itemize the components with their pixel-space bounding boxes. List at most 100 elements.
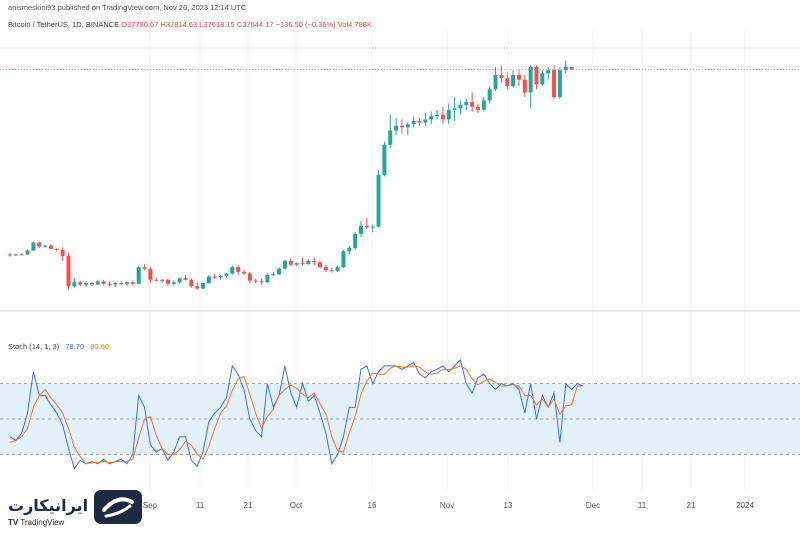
candle-28 [171,280,176,286]
candle-body [552,70,557,98]
candle-body [435,114,440,117]
ohlc-low: L37618.15 [199,20,235,29]
candle-60 [359,221,363,237]
candle-3 [25,249,30,255]
x-tick-label-5: Nov [440,501,454,510]
candle-body [148,268,153,280]
candle-20 [125,281,129,287]
candle-body [323,267,328,271]
candle-body [142,267,147,269]
candle-body [429,116,434,120]
stoch-k-value: 78.70 [65,342,85,351]
candle-body [119,283,124,284]
candle-56 [335,265,340,272]
tv-icon: TV [8,518,19,527]
logo-text: ایرانیکارت [8,496,89,515]
candle-40 [242,269,246,276]
candle-body [165,279,170,284]
candle-body [195,286,200,289]
candle-body [405,124,410,128]
candlestick-series [8,60,574,291]
candle-36 [218,275,223,280]
candle-42 [253,278,258,283]
candle-body [452,108,457,110]
candle-64 [382,141,387,177]
candle-body [171,282,176,284]
candle-body [306,260,311,264]
x-axis-labels: Sep 11 21 Oct 16 Nov 13 Dec 11 21 2024 [143,501,755,510]
candle-78 [464,98,469,110]
candle-1 [13,253,18,256]
candle-body [282,260,287,269]
stoch-band [0,383,800,455]
candle-body [107,283,112,285]
candle-body [54,248,59,250]
candle-7 [48,244,53,250]
candle-body [294,263,299,265]
candle-87 [516,70,521,87]
candle-body [353,233,358,249]
candle-79 [470,92,475,112]
candle-body [399,125,404,128]
candle-body [347,248,352,252]
candle-body [458,105,463,109]
candle-25 [154,277,159,282]
ohlc-open: O37780.67 [121,20,159,29]
stoch-lines [9,359,584,470]
candle-body [382,144,387,175]
candle-body [236,267,241,272]
candle-16 [101,279,106,286]
candle-38 [230,265,235,276]
candle-body [487,89,492,101]
x-tick-label-6: 13 [504,501,513,510]
candle-22 [136,265,141,285]
candle-body [13,254,18,256]
candle-67 [399,119,404,134]
candle-body [481,100,486,110]
x-tick-label-10: 2024 [736,501,754,510]
candle-94 [557,67,562,99]
candle-45 [271,271,276,277]
candle-body [125,282,129,284]
candle-57 [341,249,346,268]
candle-body [154,279,159,281]
candle-body [522,79,527,93]
candle-86 [511,70,516,88]
candle-body [505,78,510,87]
symbol-name: Bitcoin / TetherUS, 1D, BINANCE [8,20,120,29]
tradingview-logo: TV TradingView [8,518,64,527]
candle-body [329,270,334,272]
candle-body [8,254,12,256]
candle-27 [165,279,170,286]
candle-body [48,245,53,249]
candle-body [136,267,141,284]
candle-4 [31,241,36,252]
candle-body [218,275,223,278]
candle-23 [142,263,147,271]
candle-8 [54,248,59,252]
candle-body [341,251,346,268]
candle-77 [458,100,463,115]
stoch-name: Stoch (14, 1, 3) [8,342,60,351]
candle-83 [493,67,498,91]
candle-29 [177,277,182,284]
x-tick-label-9: 21 [687,501,696,510]
candle-9 [60,247,65,261]
candle-body [89,283,94,285]
candle-71 [423,113,428,126]
candle-11 [72,278,77,288]
candle-5 [37,241,42,249]
candle-33 [201,282,206,290]
candle-body [72,282,77,287]
candle-46 [277,267,282,276]
candle-body [177,278,182,283]
candle-body [557,70,562,98]
candle-body [499,74,504,79]
candle-body [271,274,276,276]
candle-24 [148,267,153,283]
candle-18 [113,282,118,287]
candle-90 [534,65,539,90]
candle-26 [160,279,165,283]
candle-body [394,125,399,131]
